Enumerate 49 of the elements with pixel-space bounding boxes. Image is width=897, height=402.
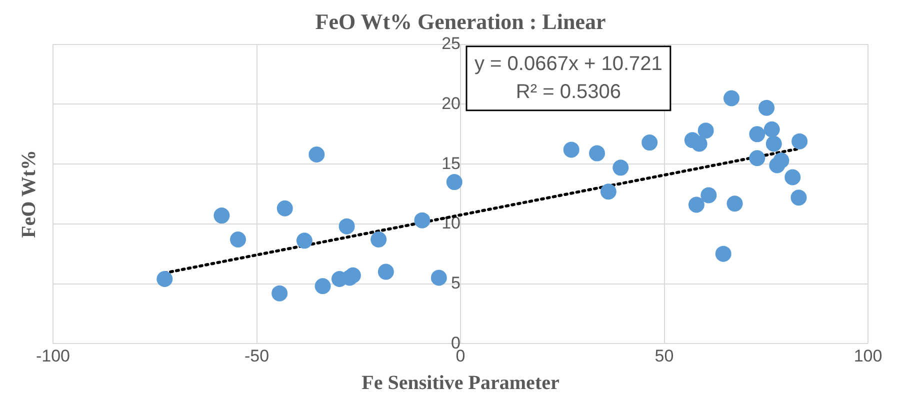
y-tick-label: 5 [451, 273, 460, 292]
y-axis-title: FeO Wt% [18, 150, 40, 238]
point [344, 267, 361, 284]
point [723, 90, 740, 106]
x-tick-label: -100 [36, 346, 70, 366]
point [726, 196, 743, 212]
point [230, 231, 246, 248]
point [156, 270, 173, 287]
point [792, 133, 808, 150]
point [276, 200, 293, 216]
y-tick-label: 20 [442, 94, 460, 113]
point [338, 218, 355, 234]
y-tick-label: 25 [442, 34, 460, 54]
annotation: y = 0.0667x + 10.721 [474, 52, 662, 75]
point [642, 134, 658, 151]
point [715, 246, 732, 262]
point [612, 160, 629, 176]
point [272, 285, 288, 302]
point [589, 145, 606, 162]
point [414, 212, 430, 228]
point [758, 100, 775, 116]
point [691, 136, 708, 152]
annotation: R² = 0.5306 [516, 80, 622, 103]
point [314, 278, 331, 294]
chart-title: FeO Wt% Generation : Linear [315, 8, 606, 34]
point [370, 231, 387, 248]
point [430, 270, 447, 286]
point [769, 157, 786, 174]
point [698, 122, 714, 139]
point [600, 184, 616, 200]
point [766, 136, 782, 152]
point [764, 121, 780, 138]
point [308, 146, 325, 163]
point [784, 169, 801, 186]
x-axis-title: Fe Sensitive Parameter [362, 372, 560, 394]
point [749, 150, 766, 166]
x-tick-label: 50 [654, 346, 674, 366]
x-tick-label: -50 [244, 346, 270, 366]
point [790, 190, 807, 206]
point [749, 126, 766, 142]
x-tick-label: 100 [854, 346, 882, 366]
y-tick-label: 15 [442, 154, 460, 173]
point [700, 187, 717, 204]
point [214, 208, 230, 224]
point [378, 264, 394, 280]
point [296, 232, 312, 249]
point [688, 196, 704, 213]
point [446, 174, 462, 190]
point [563, 142, 580, 158]
